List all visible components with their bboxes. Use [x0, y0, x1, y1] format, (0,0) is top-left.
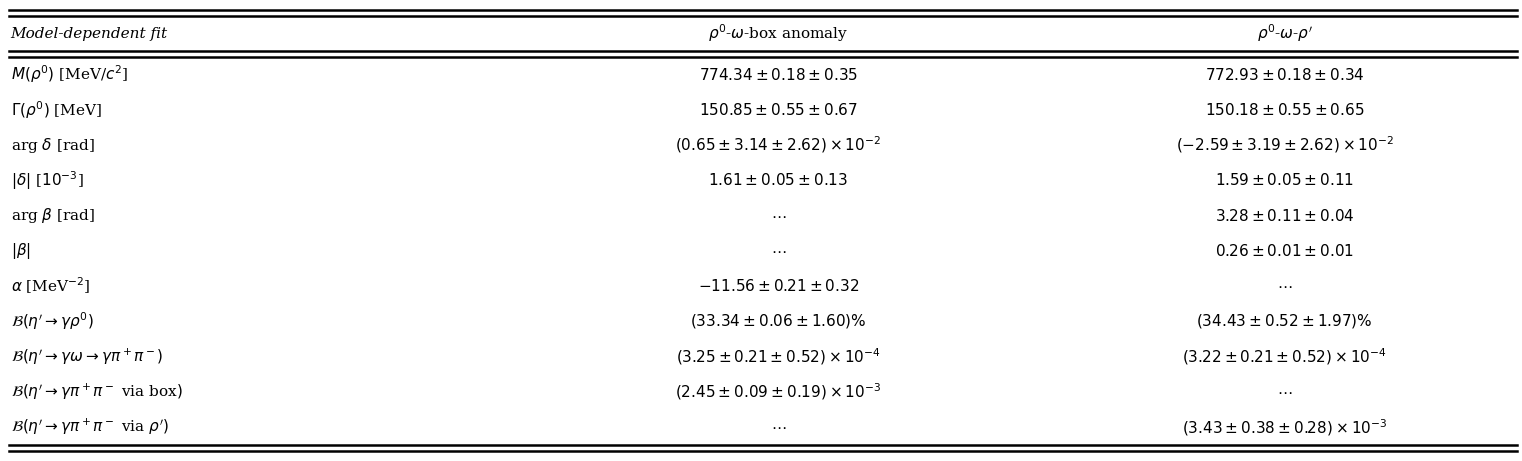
Text: $(0.65 \pm 3.14 \pm 2.62) \times 10^{-2}$: $(0.65 \pm 3.14 \pm 2.62) \times 10^{-2}…: [676, 135, 881, 155]
Text: $\rho^0$-$\omega$-$\rho^\prime$: $\rho^0$-$\omega$-$\rho^\prime$: [1257, 23, 1312, 44]
Text: $\cdots$: $\cdots$: [770, 244, 787, 258]
Text: $(2.45 \pm 0.09 \pm 0.19) \times 10^{-3}$: $(2.45 \pm 0.09 \pm 0.19) \times 10^{-3}…: [676, 382, 881, 402]
Text: $(3.25 \pm 0.21 \pm 0.52) \times 10^{-4}$: $(3.25 \pm 0.21 \pm 0.52) \times 10^{-4}…: [676, 346, 881, 367]
Text: $774.34 \pm 0.18 \pm 0.35$: $774.34 \pm 0.18 \pm 0.35$: [699, 66, 858, 83]
Text: $\Gamma(\rho^0)$ [MeV]: $\Gamma(\rho^0)$ [MeV]: [11, 99, 102, 121]
Text: $(33.34 \pm 0.06 \pm 1.60)\%$: $(33.34 \pm 0.06 \pm 1.60)\%$: [689, 313, 866, 331]
Text: arg $\beta$ [rad]: arg $\beta$ [rad]: [11, 206, 94, 225]
Text: $\cdots$: $\cdots$: [770, 420, 787, 434]
Text: $\alpha$ [MeV$^{-2}$]: $\alpha$ [MeV$^{-2}$]: [11, 276, 90, 296]
Text: $M(\rho^0)$ [MeV/$c^2$]: $M(\rho^0)$ [MeV/$c^2$]: [11, 64, 128, 85]
Text: $(34.43 \pm 0.52 \pm 1.97)\%$: $(34.43 \pm 0.52 \pm 1.97)\%$: [1196, 313, 1373, 331]
Text: $\cdots$: $\cdots$: [1277, 385, 1292, 399]
Text: $3.28 \pm 0.11 \pm 0.04$: $3.28 \pm 0.11 \pm 0.04$: [1215, 207, 1355, 224]
Text: Model-dependent fit: Model-dependent fit: [11, 26, 167, 41]
Text: $(-2.59 \pm 3.19 \pm 2.62) \times 10^{-2}$: $(-2.59 \pm 3.19 \pm 2.62) \times 10^{-2…: [1175, 135, 1394, 155]
Text: arg $\delta$ [rad]: arg $\delta$ [rad]: [11, 136, 94, 154]
Text: $\mathcal{B}(\eta^\prime \to \gamma\omega \to \gamma\pi^+\pi^-)$: $\mathcal{B}(\eta^\prime \to \gamma\omeg…: [11, 347, 163, 367]
Text: $|\beta|$: $|\beta|$: [11, 241, 30, 261]
Text: $\mathcal{B}(\eta^\prime \to \gamma\pi^+\pi^-$ via box$)$: $\mathcal{B}(\eta^\prime \to \gamma\pi^+…: [11, 382, 183, 402]
Text: $\rho^0$-$\omega$-box anomaly: $\rho^0$-$\omega$-box anomaly: [708, 23, 848, 44]
Text: $0.26 \pm 0.01 \pm 0.01$: $0.26 \pm 0.01 \pm 0.01$: [1215, 243, 1355, 259]
Text: $\cdots$: $\cdots$: [1277, 279, 1292, 293]
Text: $(3.43 \pm 0.38 \pm 0.28) \times 10^{-3}$: $(3.43 \pm 0.38 \pm 0.28) \times 10^{-3}…: [1183, 417, 1388, 437]
Text: $150.18 \pm 0.55 \pm 0.65$: $150.18 \pm 0.55 \pm 0.65$: [1205, 102, 1364, 118]
Text: $(3.22 \pm 0.21 \pm 0.52) \times 10^{-4}$: $(3.22 \pm 0.21 \pm 0.52) \times 10^{-4}…: [1183, 346, 1387, 367]
Text: $|\delta|$ [$10^{-3}$]: $|\delta|$ [$10^{-3}$]: [11, 169, 84, 192]
Text: $\mathcal{B}(\eta^\prime \to \gamma\pi^+\pi^-$ via $\rho^\prime)$: $\mathcal{B}(\eta^\prime \to \gamma\pi^+…: [11, 417, 169, 437]
Text: $1.59 \pm 0.05 \pm 0.11$: $1.59 \pm 0.05 \pm 0.11$: [1215, 172, 1355, 189]
Text: $\mathcal{B}(\eta^\prime \to \gamma\rho^0)$: $\mathcal{B}(\eta^\prime \to \gamma\rho^…: [11, 311, 93, 332]
Text: $\cdots$: $\cdots$: [770, 209, 787, 223]
Text: $-11.56 \pm 0.21 \pm 0.32$: $-11.56 \pm 0.21 \pm 0.32$: [697, 278, 858, 294]
Text: $1.61 \pm 0.05 \pm 0.13$: $1.61 \pm 0.05 \pm 0.13$: [708, 172, 848, 189]
Text: $772.93 \pm 0.18 \pm 0.34$: $772.93 \pm 0.18 \pm 0.34$: [1205, 66, 1364, 83]
Text: $150.85 \pm 0.55 \pm 0.67$: $150.85 \pm 0.55 \pm 0.67$: [699, 102, 858, 118]
